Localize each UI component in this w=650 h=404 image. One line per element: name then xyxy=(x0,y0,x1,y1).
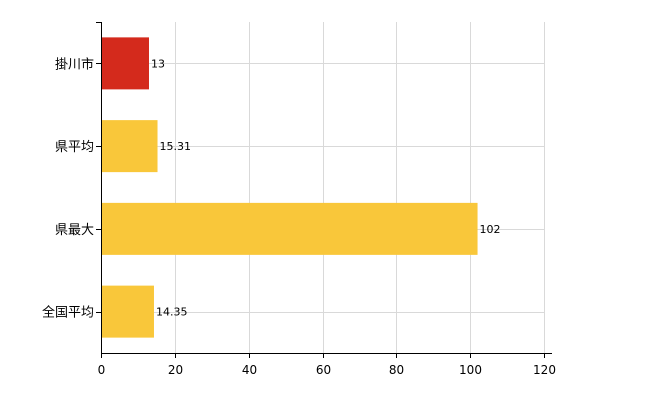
y-tick-label-0: 掛川市 xyxy=(55,56,94,72)
y-tick-label-2: 県最大 xyxy=(55,223,94,238)
x-tick-label-60: 60 xyxy=(316,363,331,377)
axes xyxy=(96,22,552,358)
bar-2 xyxy=(102,202,478,255)
bar-value-label-0: 13 xyxy=(151,57,165,70)
x-tick-label-40: 40 xyxy=(242,363,257,377)
x-tick-label-0: 0 xyxy=(98,363,106,377)
x-tick-label-120: 120 xyxy=(533,363,556,377)
y-tick-label-3: 全国平均 xyxy=(42,305,94,321)
grid-lines xyxy=(101,22,545,353)
bar-value-label-3: 14.35 xyxy=(156,306,188,319)
bar-3 xyxy=(102,285,154,338)
bar-value-label-2: 102 xyxy=(480,223,501,236)
bars xyxy=(102,37,478,338)
bar-value-label-1: 15.31 xyxy=(160,140,192,153)
x-tick-label-100: 100 xyxy=(459,363,482,377)
x-tick-label-80: 80 xyxy=(389,363,404,377)
bar-1 xyxy=(102,120,158,173)
x-tick-label-20: 20 xyxy=(168,363,183,377)
bar-0 xyxy=(102,37,149,90)
y-tick-label-1: 県平均 xyxy=(55,140,94,155)
